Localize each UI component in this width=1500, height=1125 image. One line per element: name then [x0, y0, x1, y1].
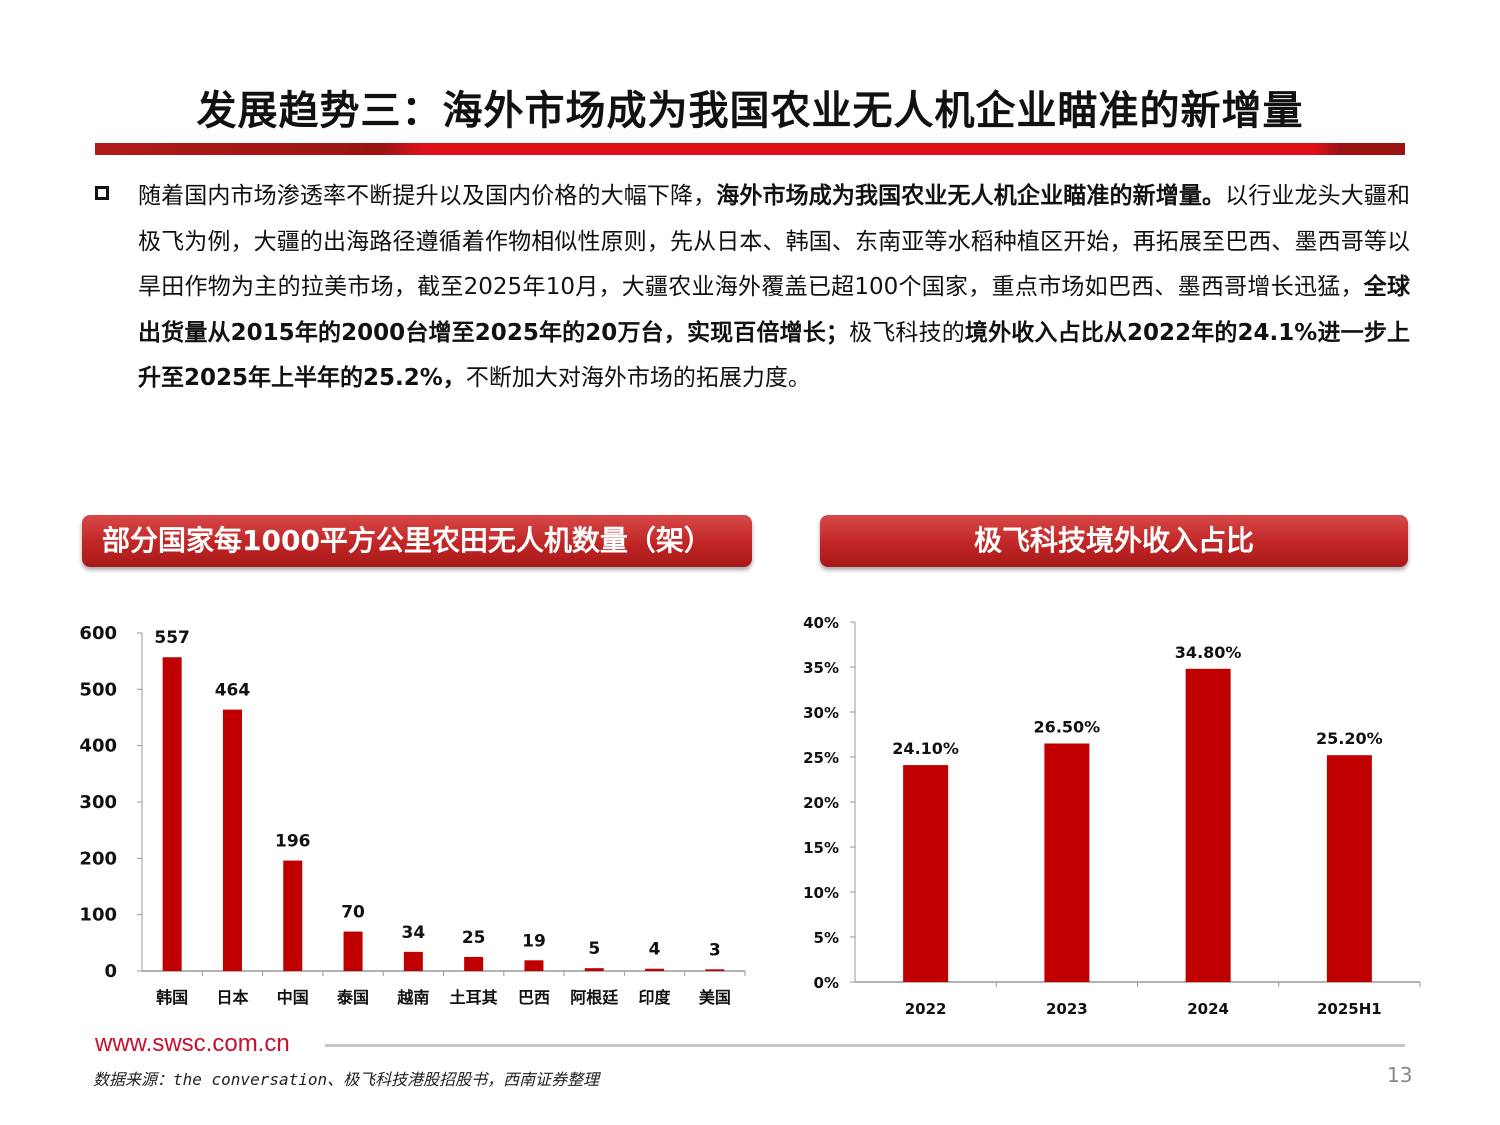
bar-土耳其: [464, 956, 484, 971]
bar-越南: [403, 951, 423, 971]
x-category-label: 印度: [639, 988, 672, 1007]
bar-日本: [222, 709, 242, 971]
y-tick-label: 40%: [803, 614, 839, 632]
page-title: 发展趋势三：海外市场成为我国农业无人机企业瞄准的新增量: [196, 88, 1304, 134]
website-link[interactable]: www.swsc.com.cn: [95, 1030, 290, 1057]
y-tick-label: 500: [79, 679, 117, 700]
data-label: 25: [462, 928, 486, 948]
y-tick-label: 100: [79, 905, 117, 926]
x-category-label: 韩国: [156, 988, 188, 1007]
x-category-label: 美国: [699, 988, 731, 1007]
x-category-label: 泰国: [336, 988, 369, 1007]
y-tick-label: 0: [104, 961, 117, 982]
y-tick-label: 35%: [803, 659, 839, 677]
y-tick-label: 20%: [803, 794, 839, 812]
x-category-label: 日本: [216, 988, 248, 1007]
title-divider: [95, 143, 1405, 155]
emphasis-text: 海外市场成为我国农业无人机企业瞄准的新增量。: [716, 183, 1226, 209]
data-label: 3: [709, 940, 721, 960]
y-tick-label: 200: [79, 848, 117, 869]
data-label: 4: [649, 940, 661, 960]
y-tick-label: 600: [79, 623, 117, 644]
data-label: 70: [341, 903, 365, 923]
bar-巴西: [524, 960, 544, 971]
body-text: 不断加大对海外市场的拓展力度。: [465, 365, 811, 391]
chart2-title: 极飞科技境外收入占比: [820, 515, 1408, 567]
x-category-label: 2023: [1046, 1000, 1088, 1018]
bar-韩国: [162, 657, 182, 971]
data-label: 26.50%: [1034, 718, 1101, 737]
x-category-label: 2025H1: [1317, 1000, 1382, 1018]
data-label: 34.80%: [1175, 643, 1242, 662]
data-label: 25.20%: [1316, 729, 1383, 748]
body-paragraph: 随着国内市场渗透率不断提升以及国内价格的大幅下降，海外市场成为我国农业无人机企业…: [138, 174, 1410, 402]
y-tick-label: 25%: [803, 749, 839, 767]
bar-2024: [1185, 668, 1231, 982]
bullet-square-icon: [95, 186, 109, 200]
data-label: 5: [588, 939, 600, 959]
x-category-label: 巴西: [518, 988, 550, 1007]
x-category-label: 2022: [905, 1000, 947, 1018]
bar-美国: [705, 969, 725, 971]
data-label: 24.10%: [892, 739, 959, 758]
bar-中国: [283, 860, 303, 971]
x-category-label: 2024: [1187, 1000, 1229, 1018]
body-text: 随着国内市场渗透率不断提升以及国内价格的大幅下降，: [138, 183, 717, 209]
bar-阿根廷: [584, 968, 604, 971]
x-category-label: 中国: [277, 988, 309, 1007]
y-tick-label: 30%: [803, 704, 839, 722]
y-tick-label: 400: [79, 736, 117, 757]
data-label: 19: [522, 931, 546, 951]
bar-泰国: [343, 931, 363, 971]
x-category-label: 土耳其: [450, 988, 498, 1007]
page-number: 13: [1387, 1063, 1413, 1087]
y-tick-label: 5%: [814, 929, 839, 947]
footer-divider: [325, 1044, 1405, 1047]
emphasis-text: 全球出货量从2015年的2000台增至2025年的20万台，实现百倍增长；: [138, 274, 1411, 346]
data-label: 464: [215, 681, 251, 701]
emphasis-text: 境外收入占比从2022年的24.1%进一步上升至2025年上半年的25.2%，: [138, 319, 1410, 392]
data-label: 34: [402, 923, 426, 943]
x-category-label: 阿根廷: [570, 988, 619, 1007]
data-label: 557: [154, 628, 190, 648]
y-tick-label: 0%: [814, 974, 839, 992]
body-text: 以行业龙头大疆和极飞为例，大疆的出海路径遵循着作物相似性原则，先从日本、韩国、东…: [138, 183, 1411, 300]
bar-印度: [645, 968, 665, 971]
bar-2023: [1044, 743, 1090, 982]
bar-2025H1: [1326, 755, 1372, 982]
chart1-title: 部分国家每1000平方公里农田无人机数量（架）: [82, 515, 752, 567]
y-tick-label: 10%: [803, 884, 839, 902]
y-tick-label: 300: [79, 792, 117, 813]
data-source-note: 数据来源：the conversation、极飞科技港股招股书，西南证券整理: [93, 1070, 600, 1089]
data-label: 196: [275, 832, 311, 852]
x-category-label: 越南: [396, 988, 429, 1007]
y-tick-label: 15%: [803, 839, 839, 857]
bar-2022: [903, 765, 949, 982]
body-text: 极飞科技的: [848, 319, 965, 346]
